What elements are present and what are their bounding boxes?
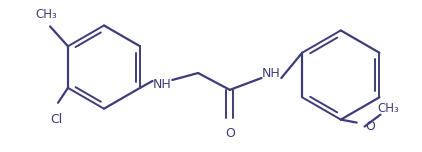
- Text: O: O: [365, 120, 376, 133]
- Text: CH₃: CH₃: [35, 7, 57, 21]
- Text: NH: NH: [262, 67, 281, 79]
- Text: NH: NH: [153, 78, 172, 91]
- Text: CH₃: CH₃: [378, 102, 399, 115]
- Text: Cl: Cl: [50, 113, 62, 126]
- Text: O: O: [225, 126, 235, 140]
